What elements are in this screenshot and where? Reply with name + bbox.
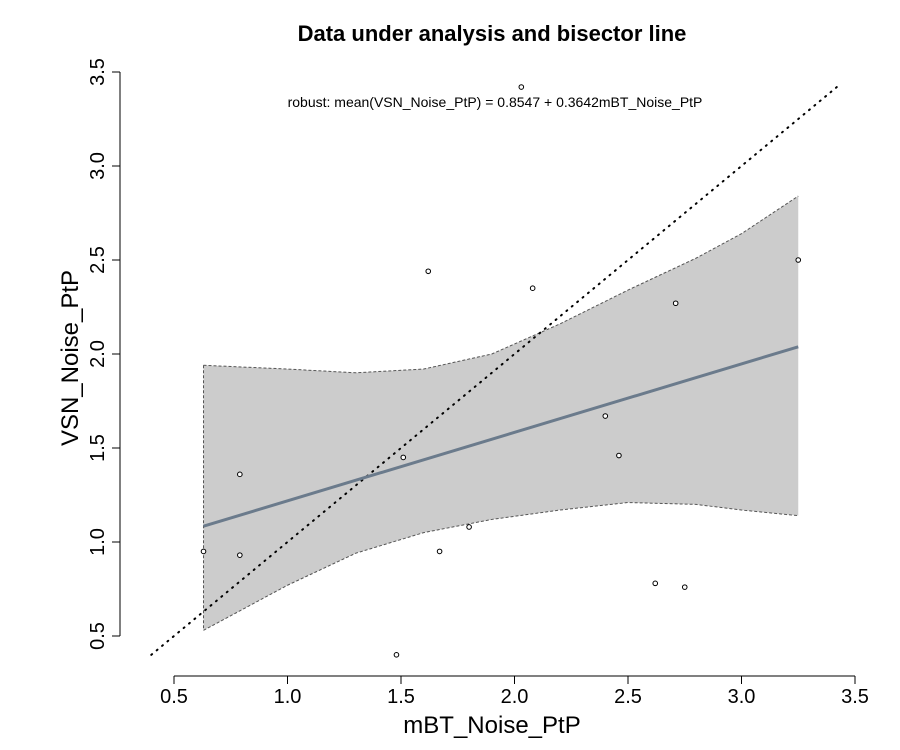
y-tick-label: 1.0	[87, 528, 109, 556]
data-point	[681, 584, 688, 590]
x-tick-label: 0.5	[160, 686, 188, 708]
data-point	[237, 552, 243, 558]
confidence-band	[203, 196, 799, 631]
chart-title: Data under analysis and bisector line	[298, 21, 687, 46]
y-tick-label: 3.5	[87, 58, 109, 86]
data-point	[400, 454, 407, 461]
x-tick-label: 1.0	[274, 686, 302, 708]
data-point	[200, 548, 207, 555]
data-point	[237, 471, 243, 478]
bisector-line	[150, 84, 841, 656]
regression-annotation: robust: mean(VSN_Noise_PtP) = 0.8547 + 0…	[288, 94, 703, 110]
y-tick-label: 2.0	[87, 340, 109, 368]
y-tick-label: 0.5	[87, 622, 109, 650]
band-lower-edge	[203, 502, 799, 631]
x-tick-label: 2.5	[614, 686, 642, 708]
regression-layer	[203, 345, 799, 528]
data-point	[393, 652, 400, 658]
data-point	[602, 413, 609, 419]
data-point	[466, 524, 472, 530]
data-point	[672, 300, 679, 307]
regression-line	[203, 345, 799, 528]
x-tick-label: 2.0	[501, 686, 529, 708]
y-axis: 0.5 1.0 1.5 2.0 2.5 3.0 3.5	[87, 58, 121, 650]
y-tick-label: 1.5	[87, 434, 109, 462]
confidence-band-layer	[203, 195, 799, 631]
points-layer	[200, 84, 802, 658]
data-point	[425, 268, 432, 275]
data-point	[436, 548, 443, 555]
y-tick-label: 2.5	[87, 246, 109, 274]
band-upper-edge	[203, 195, 799, 374]
data-point	[795, 257, 802, 263]
data-point	[652, 580, 659, 587]
x-tick-label: 1.5	[387, 686, 415, 708]
y-axis-title: VSN_Noise_PtP	[57, 270, 84, 446]
x-axis-title: mBT_Noise_PtP	[403, 712, 580, 739]
data-point	[616, 452, 622, 459]
y-tick-label: 3.0	[87, 152, 109, 180]
bisector-layer	[150, 84, 841, 656]
data-point	[518, 84, 525, 90]
data-point	[529, 285, 536, 292]
x-tick-label: 3.5	[841, 686, 869, 708]
x-tick-label: 3.0	[728, 686, 756, 708]
x-axis: 0.5 1.0 1.5 2.0 2.5 3.0 3.5	[160, 675, 869, 708]
